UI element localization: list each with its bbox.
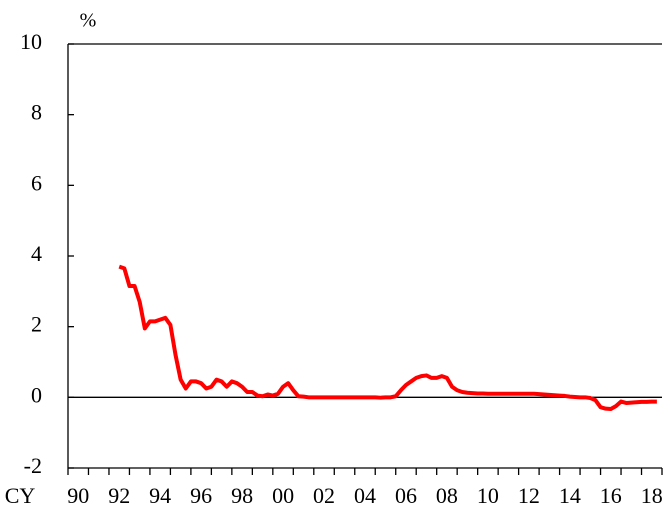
y-tick-label: 4 — [31, 241, 42, 266]
x-tick-label: 94 — [149, 483, 171, 508]
y-tick-label: 0 — [31, 382, 42, 407]
x-tick-label: 96 — [190, 483, 212, 508]
x-tick-label: 12 — [518, 483, 540, 508]
x-tick-label: 08 — [436, 483, 458, 508]
x-tick-label: 92 — [108, 483, 130, 508]
x-tick-label: 04 — [354, 483, 376, 508]
data-line — [118, 264, 657, 411]
x-tick-label: 02 — [313, 483, 335, 508]
x-tick-label: 98 — [231, 483, 253, 508]
y-tick-label: 6 — [31, 170, 42, 195]
x-tick-label: 16 — [600, 483, 622, 508]
x-tick-label: 00 — [272, 483, 294, 508]
y-tick-label: -2 — [24, 453, 42, 478]
x-tick-label: 14 — [559, 483, 581, 508]
y-tick-label: 10 — [20, 29, 42, 54]
y-tick-label: 2 — [31, 312, 42, 337]
x-tick-label: 90 — [67, 483, 89, 508]
x-tick-label: 18 — [641, 483, 663, 508]
x-tick-label: 06 — [395, 483, 417, 508]
x-tick-label: 10 — [477, 483, 499, 508]
y-unit-label: % — [80, 10, 97, 32]
y-tick-label: 8 — [31, 100, 42, 125]
x-axis-label: CY — [5, 483, 36, 508]
